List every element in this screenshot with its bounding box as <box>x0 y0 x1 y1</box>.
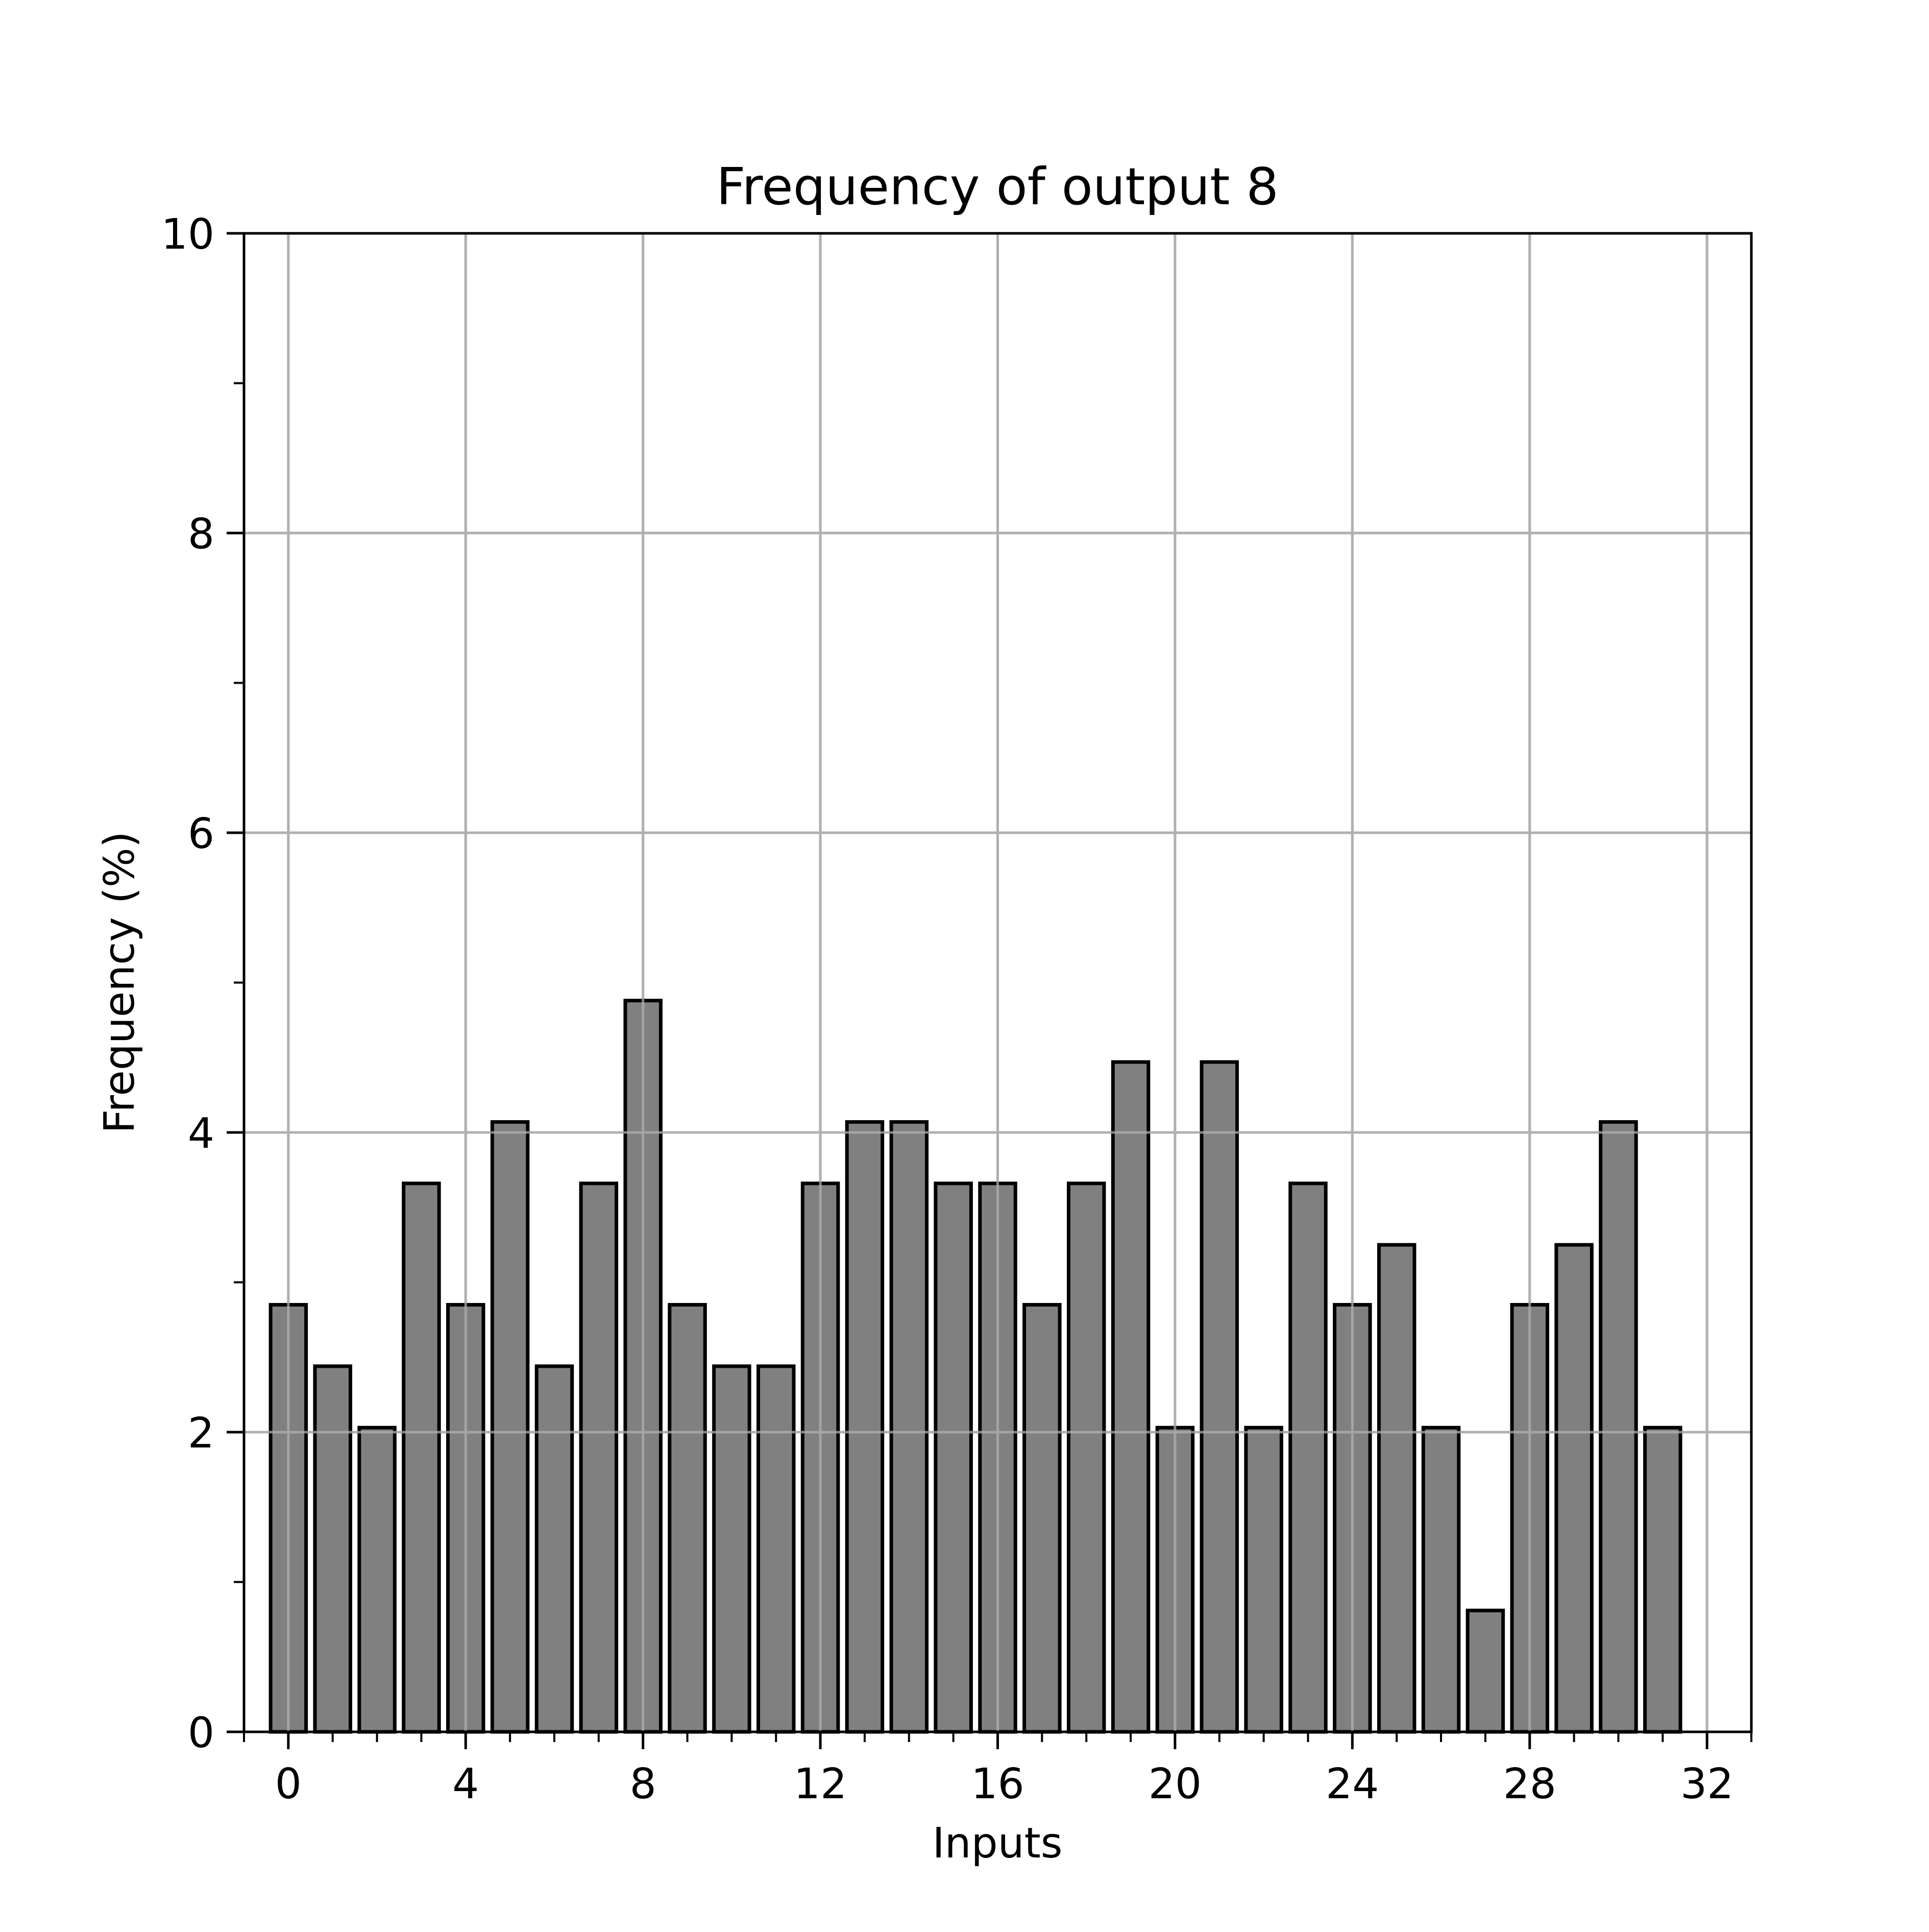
bar <box>1066 1181 1106 1734</box>
bar <box>1421 1426 1461 1734</box>
bar <box>1111 1060 1151 1734</box>
bar <box>756 1364 796 1734</box>
bar <box>889 1120 929 1734</box>
bar <box>934 1181 973 1734</box>
bar <box>534 1364 574 1734</box>
x-tick-label: 20 <box>1149 1760 1202 1808</box>
x-tick-label: 28 <box>1503 1760 1556 1808</box>
chart-title: Frequency of output 8 <box>716 157 1279 216</box>
bar <box>1022 1303 1062 1734</box>
y-tick-label: 10 <box>161 210 214 259</box>
x-tick-label: 4 <box>452 1760 479 1808</box>
bar <box>712 1364 751 1734</box>
y-tick-label: 2 <box>188 1409 214 1458</box>
bar <box>668 1303 707 1734</box>
bar <box>490 1120 530 1734</box>
bar <box>1288 1181 1328 1734</box>
x-tick-label: 24 <box>1326 1760 1379 1808</box>
bar <box>1466 1608 1505 1734</box>
bar <box>357 1426 397 1734</box>
bar <box>313 1364 352 1734</box>
y-axis-label: Frequency (%) <box>95 831 144 1133</box>
x-tick-label: 8 <box>630 1760 656 1808</box>
y-tick-label: 4 <box>188 1109 214 1158</box>
bars <box>244 232 1751 1734</box>
x-axis-label: Inputs <box>932 1819 1062 1868</box>
bar <box>402 1181 441 1734</box>
x-tick-label: 16 <box>971 1760 1024 1808</box>
y-tick-label: 0 <box>188 1709 214 1757</box>
y-tick-label: 8 <box>188 510 214 559</box>
y-tick-label: 6 <box>188 810 214 858</box>
bar <box>1643 1426 1682 1734</box>
bar <box>1554 1243 1594 1734</box>
bar <box>845 1120 885 1734</box>
bar <box>1599 1120 1638 1734</box>
x-tick-label: 32 <box>1680 1760 1733 1808</box>
x-tick-label: 0 <box>275 1760 302 1808</box>
bar <box>579 1181 619 1734</box>
bar <box>1377 1243 1417 1734</box>
bar <box>1244 1426 1283 1734</box>
bar <box>1200 1060 1239 1734</box>
x-tick-label: 12 <box>794 1760 847 1808</box>
